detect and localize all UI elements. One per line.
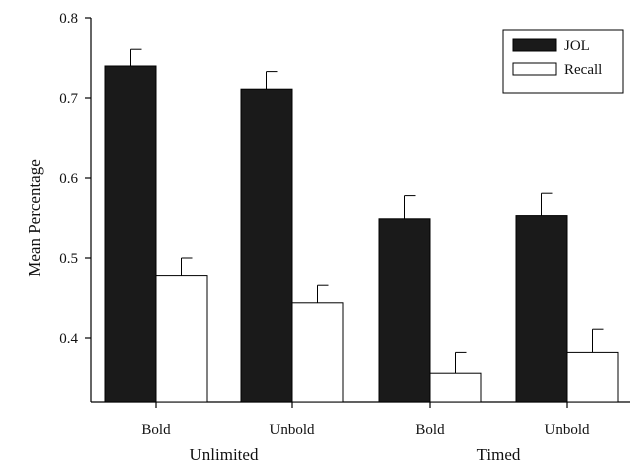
bar-recall: [291, 302, 344, 403]
bar-jol: [104, 65, 157, 403]
legend-label-recall: Recall: [564, 62, 602, 78]
y-tick-label: 0.6: [59, 171, 78, 187]
legend-swatch-jol: [512, 38, 557, 52]
y-tick-label: 0.5: [59, 251, 78, 267]
legend: JOL Recall: [502, 29, 624, 94]
bar-jol: [240, 88, 293, 403]
y-tick-label: 0.8: [59, 11, 78, 27]
bar-jol: [515, 215, 568, 403]
category-label: Bold: [415, 422, 445, 438]
bar-recall: [429, 372, 482, 403]
bar-recall: [155, 275, 208, 403]
category-label: Bold: [141, 422, 171, 438]
legend-swatch-recall: [512, 62, 557, 76]
bar-jol: [378, 218, 431, 403]
bar-recall: [566, 351, 619, 403]
category-label: Unbold: [270, 422, 316, 438]
legend-label-jol: JOL: [564, 38, 590, 54]
y-axis-title: Mean Percentage: [25, 159, 44, 277]
labels: 0.4 0.5 0.6 0.7 0.8 Mean Percentage Bold Unbold…: [25, 11, 590, 464]
bars: [104, 48, 619, 403]
y-tick-label: 0.7: [59, 91, 78, 107]
group-label: Unlimited: [190, 445, 259, 464]
y-tick-label: 0.4: [59, 331, 78, 347]
group-label: Timed: [477, 445, 521, 464]
category-label: Unbold: [545, 422, 591, 438]
